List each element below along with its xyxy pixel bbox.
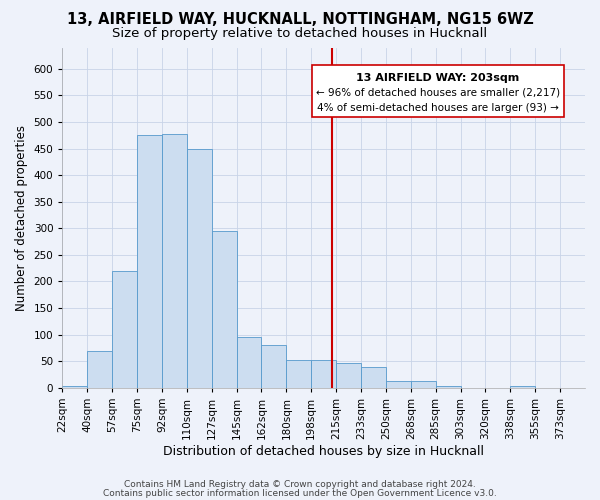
Text: 13, AIRFIELD WAY, HUCKNALL, NOTTINGHAM, NG15 6WZ: 13, AIRFIELD WAY, HUCKNALL, NOTTINGHAM, …	[67, 12, 533, 28]
Bar	[386, 382, 411, 388]
FancyBboxPatch shape	[312, 64, 563, 116]
Text: Size of property relative to detached houses in Hucknall: Size of property relative to detached ho…	[112, 28, 488, 40]
Bar	[137, 135, 162, 388]
Bar	[286, 360, 311, 388]
Bar	[112, 271, 137, 388]
Bar	[236, 338, 262, 388]
Bar	[87, 350, 112, 388]
Bar	[361, 366, 386, 388]
Text: Contains HM Land Registry data © Crown copyright and database right 2024.: Contains HM Land Registry data © Crown c…	[124, 480, 476, 489]
Bar	[187, 148, 212, 388]
Bar	[411, 382, 436, 388]
Bar	[511, 386, 535, 388]
Bar	[162, 134, 187, 388]
Bar	[212, 231, 236, 388]
Bar	[262, 346, 286, 388]
Bar	[436, 386, 461, 388]
Text: ← 96% of detached houses are smaller (2,217): ← 96% of detached houses are smaller (2,…	[316, 88, 560, 98]
Bar	[311, 360, 336, 388]
Text: Contains public sector information licensed under the Open Government Licence v3: Contains public sector information licen…	[103, 488, 497, 498]
Text: 4% of semi-detached houses are larger (93) →: 4% of semi-detached houses are larger (9…	[317, 103, 559, 113]
Bar	[336, 363, 361, 388]
Bar	[62, 386, 87, 388]
Y-axis label: Number of detached properties: Number of detached properties	[15, 124, 28, 310]
Text: 13 AIRFIELD WAY: 203sqm: 13 AIRFIELD WAY: 203sqm	[356, 73, 520, 83]
X-axis label: Distribution of detached houses by size in Hucknall: Distribution of detached houses by size …	[163, 444, 484, 458]
